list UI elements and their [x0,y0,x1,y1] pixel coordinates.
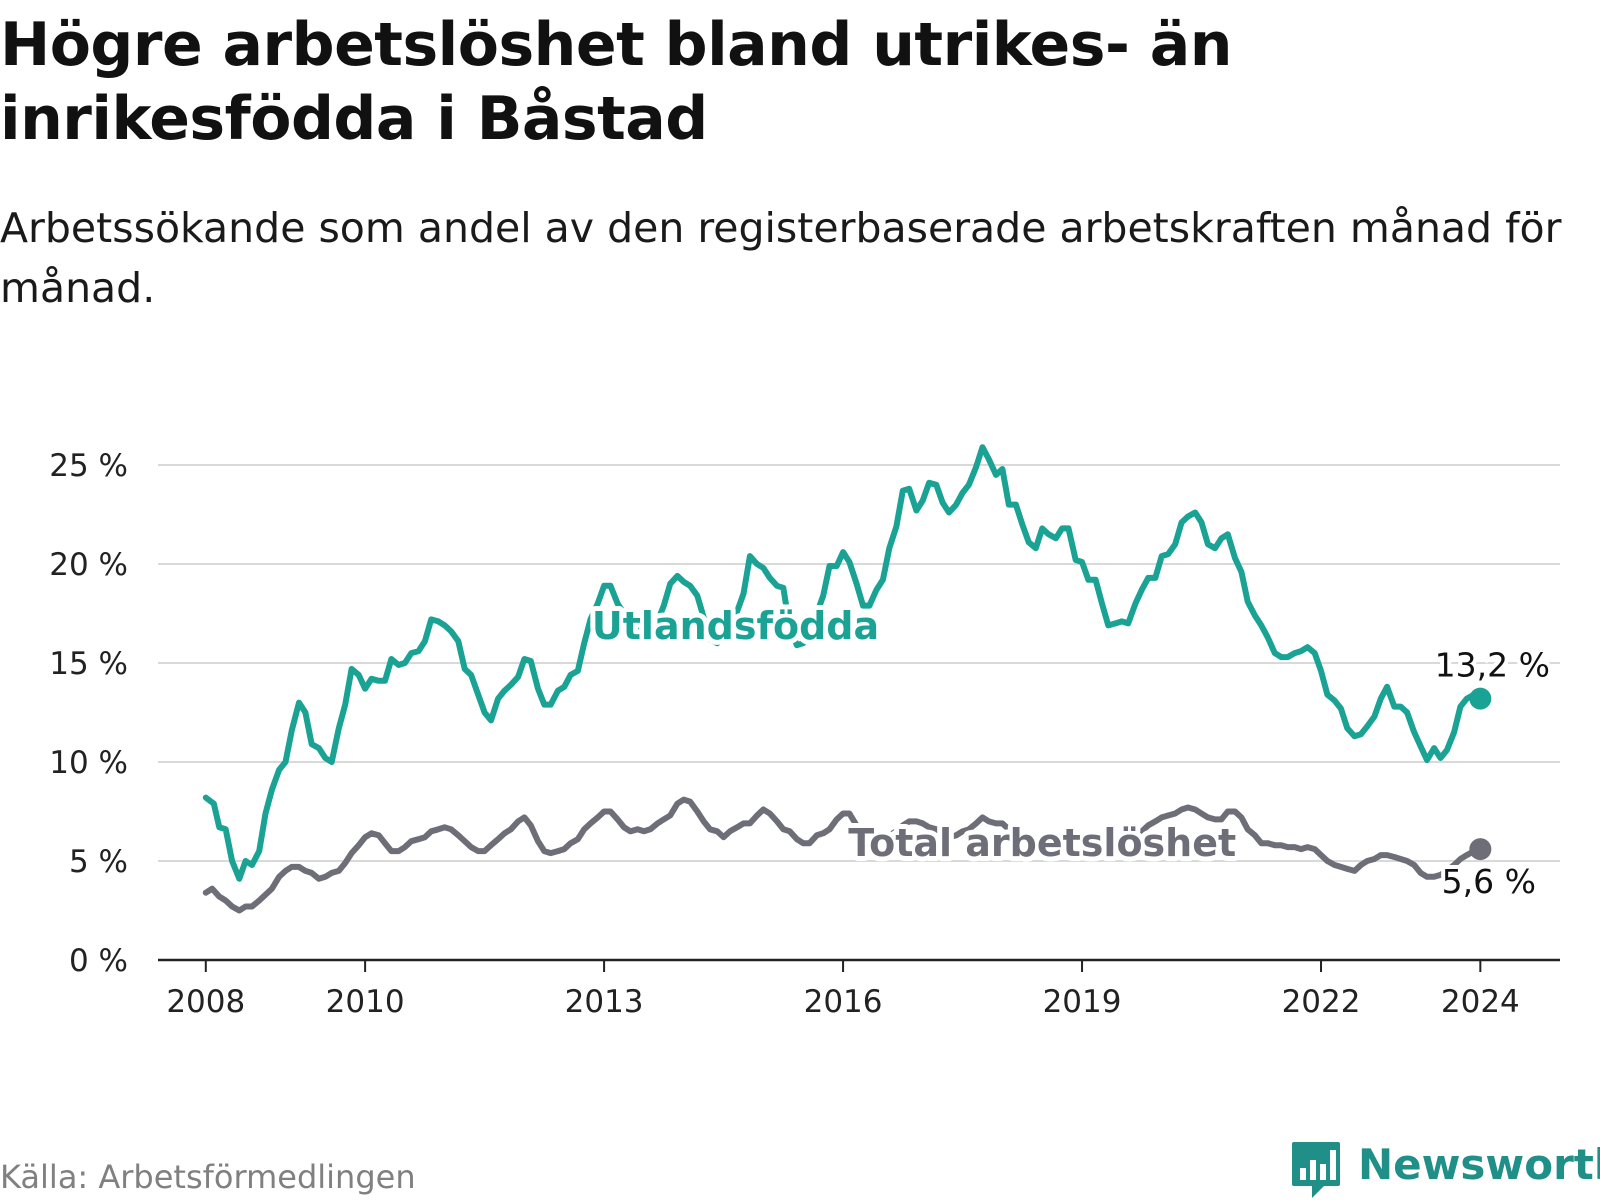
x-axis: 2008 2010 2013 2016 2019 2022 2024 [158,958,1560,1020]
series-label-total: Total arbetslöshet [848,821,1236,865]
end-point-utlandsfodda [1469,687,1492,710]
newsworthy-logo-icon [1292,1142,1340,1198]
x-tick-label: 2024 [1441,984,1520,1020]
x-tick-label: 2022 [1282,984,1361,1020]
x-tick-label: 2010 [326,984,405,1020]
y-tick-label: 15 % [49,646,128,682]
y-tick-label: 25 % [49,448,128,484]
y-axis-ticks: 0 % 5 % 10 % 15 % 20 % 25 % [49,448,128,979]
series-line-utlandsfodda [202,444,1484,882]
y-tick-label: 10 % [49,745,128,781]
y-tick-label: 20 % [49,547,128,583]
y-tick-label: 0 % [69,943,128,979]
x-tick-label: 2013 [565,984,644,1020]
end-label-total: 5,6 % [1442,862,1536,901]
series-label-utlandsfodda: Utlandsfödda [592,604,879,648]
x-tick-label: 2016 [804,984,883,1020]
x-tick-label: 2019 [1043,984,1122,1020]
series-labels: Utlandsfödda Total arbetslöshet 13,2 % 5,6 … [587,599,1554,905]
gridlines [158,464,1560,862]
end-point-total-arbetsloshet [1469,838,1492,861]
series-line-total-arbetsloshet [202,796,1484,914]
end-label-utlandsfodda: 13,2 % [1435,646,1550,685]
series-lines [202,444,1492,914]
brand-logo[interactable]: Newsworthy [1290,1140,1600,1198]
y-tick-label: 5 % [69,844,128,880]
source-note: Källa: Arbetsförmedlingen [0,1158,416,1196]
chart-title: Högre arbetslöshet bland utrikes- än inr… [0,10,1232,154]
x-tick-label: 2008 [166,984,245,1020]
chart-subtitle: Arbetssökande som andel av den registerb… [0,204,1562,312]
brand-name: Newsworthy [1358,1140,1600,1189]
